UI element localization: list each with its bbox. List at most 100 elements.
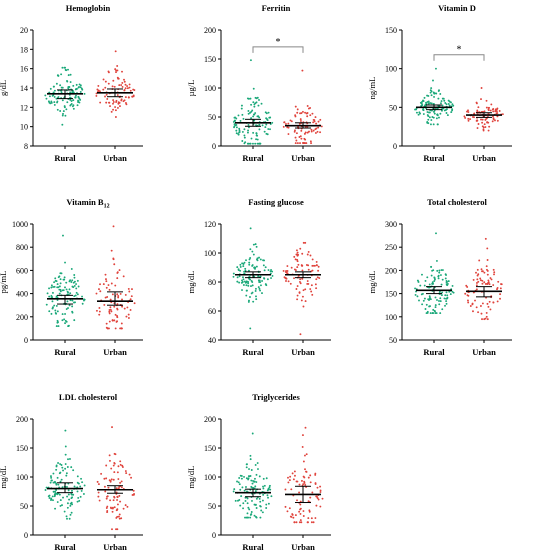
data-point-rural <box>246 97 249 100</box>
data-point-rural <box>252 253 255 256</box>
data-point-urban <box>113 506 116 509</box>
data-point-urban <box>303 480 306 483</box>
data-point-rural <box>266 119 269 122</box>
data-point-urban <box>487 121 490 124</box>
data-point-rural <box>71 311 74 314</box>
data-point-rural <box>445 108 448 111</box>
data-point-rural <box>61 313 64 316</box>
data-point-urban <box>114 68 117 71</box>
data-point-rural <box>435 67 437 70</box>
data-point-urban <box>119 460 122 463</box>
data-point-urban <box>497 280 500 283</box>
data-point-rural <box>65 308 68 310</box>
data-point-rural <box>268 484 271 487</box>
data-point-rural <box>238 477 241 479</box>
data-point-urban <box>287 126 290 129</box>
data-point-rural <box>438 271 441 274</box>
data-point-urban <box>125 472 128 475</box>
data-point-rural <box>80 489 83 492</box>
data-point-urban <box>118 269 121 272</box>
data-point-urban <box>131 95 134 98</box>
data-point-rural <box>57 276 60 279</box>
data-point-rural <box>432 79 434 82</box>
data-point-rural <box>240 477 243 480</box>
data-point-rural <box>440 283 443 286</box>
data-point-rural <box>259 281 262 284</box>
data-point-urban <box>476 109 479 112</box>
data-point-urban <box>129 308 132 311</box>
data-point-urban <box>117 296 120 299</box>
data-point-urban <box>288 507 291 510</box>
data-point-urban <box>484 283 487 285</box>
x-tick-label: Urban <box>472 153 496 163</box>
data-point-urban <box>290 266 293 269</box>
data-point-urban <box>113 471 116 474</box>
data-point-urban <box>302 460 305 463</box>
data-point-urban <box>108 479 111 482</box>
data-point-rural <box>78 83 81 86</box>
panel-title: Vitamin B12 <box>66 197 109 210</box>
data-point-rural <box>259 500 262 503</box>
data-point-urban <box>111 293 114 296</box>
data-point-rural <box>432 308 435 311</box>
data-point-rural <box>247 477 250 480</box>
data-point-rural <box>65 69 68 72</box>
panel-title-main: Total cholesterol <box>427 197 487 207</box>
data-point-rural <box>421 303 424 306</box>
data-point-urban <box>492 284 495 286</box>
data-point-rural <box>243 489 246 492</box>
data-point-rural <box>257 104 260 107</box>
data-point-urban <box>299 503 302 506</box>
data-point-rural <box>424 279 427 282</box>
data-point-urban <box>496 119 499 122</box>
data-point-urban <box>104 490 107 493</box>
data-point-urban <box>288 479 291 482</box>
data-point-urban <box>295 132 298 135</box>
data-point-rural <box>53 490 56 493</box>
data-point-urban <box>293 255 296 258</box>
data-point-urban <box>118 101 121 104</box>
y-axis-label: g/dL <box>0 80 8 96</box>
data-point-urban <box>301 252 304 255</box>
data-point-rural <box>416 295 419 298</box>
y-tick-label: 14 <box>20 84 28 93</box>
y-tick-label: 100 <box>385 313 397 322</box>
data-point-urban <box>304 468 306 471</box>
data-point-rural <box>52 499 54 502</box>
data-point-rural <box>258 256 260 259</box>
data-point-urban <box>499 287 502 290</box>
data-point-urban <box>314 264 316 267</box>
data-point-urban <box>480 118 482 121</box>
data-point-urban <box>106 495 109 498</box>
data-point-rural <box>59 84 62 87</box>
data-point-rural <box>250 479 253 482</box>
panel-title-main: Triglycerides <box>252 392 300 402</box>
data-point-urban <box>317 269 320 272</box>
data-point-rural <box>249 458 252 461</box>
data-point-urban <box>104 296 107 299</box>
data-point-urban <box>487 282 489 285</box>
data-point-urban <box>318 277 321 279</box>
data-point-urban <box>120 84 123 86</box>
data-point-rural <box>54 507 57 510</box>
data-point-urban <box>102 88 105 91</box>
data-point-urban <box>119 481 122 484</box>
data-point-rural <box>254 464 257 466</box>
data-point-urban <box>284 276 287 279</box>
data-point-rural <box>247 269 250 272</box>
data-point-urban <box>99 290 102 293</box>
data-point-urban <box>104 273 107 276</box>
data-point-urban <box>120 322 123 325</box>
data-point-rural <box>430 102 433 105</box>
data-point-urban <box>307 107 310 110</box>
data-point-rural <box>440 269 443 272</box>
data-point-urban <box>115 487 118 490</box>
y-tick-label: 16 <box>20 65 28 74</box>
data-point-rural <box>254 503 257 506</box>
data-point-urban <box>296 499 298 502</box>
data-point-rural <box>77 95 80 98</box>
data-point-urban <box>499 297 501 300</box>
data-point-rural <box>73 274 76 276</box>
data-point-urban <box>114 284 117 287</box>
data-point-rural <box>433 92 436 95</box>
